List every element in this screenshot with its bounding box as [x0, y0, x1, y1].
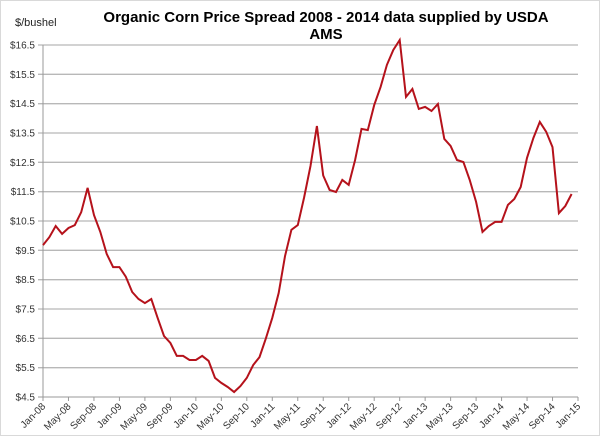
x-tick-label: May-09 — [119, 401, 151, 433]
x-tick-label: Sep-14 — [527, 401, 558, 432]
y-tick-label: $7.5 — [16, 305, 36, 316]
y-tick-label: $10.5 — [10, 217, 35, 228]
y-tick-label: $13.5 — [10, 129, 35, 140]
x-tick-label: Sep-13 — [451, 401, 482, 432]
y-tick-label: $12.5 — [10, 158, 35, 169]
y-tick-label: $16.5 — [10, 41, 35, 52]
y-tick-label: $4.5 — [16, 393, 36, 404]
x-tick-label: Jan-15 — [554, 401, 584, 431]
y-tick-label: $5.5 — [16, 363, 36, 374]
y-tick-label: $9.5 — [16, 246, 36, 257]
x-tick-label: May-12 — [348, 401, 380, 433]
y-tick-label: $14.5 — [10, 99, 35, 110]
y-tick-label: $8.5 — [16, 275, 36, 286]
x-tick-label: Sep-08 — [68, 401, 99, 432]
y-tick-label: $6.5 — [16, 334, 36, 345]
x-tick-label: May-14 — [501, 401, 533, 433]
x-tick-label: May-13 — [424, 401, 456, 433]
x-tick-label: May-08 — [42, 401, 74, 433]
x-tick-label: Sep-10 — [221, 401, 252, 432]
price-line — [43, 40, 572, 392]
x-tick-label: May-10 — [195, 401, 227, 433]
x-tick-label: May-11 — [272, 401, 303, 432]
y-tick-label: $15.5 — [10, 70, 35, 81]
x-tick-label: Sep-12 — [374, 401, 405, 432]
x-tick-label: Sep-11 — [298, 401, 328, 431]
y-tick-label: $11.5 — [11, 187, 36, 198]
x-tick-label: Sep-09 — [145, 401, 176, 432]
